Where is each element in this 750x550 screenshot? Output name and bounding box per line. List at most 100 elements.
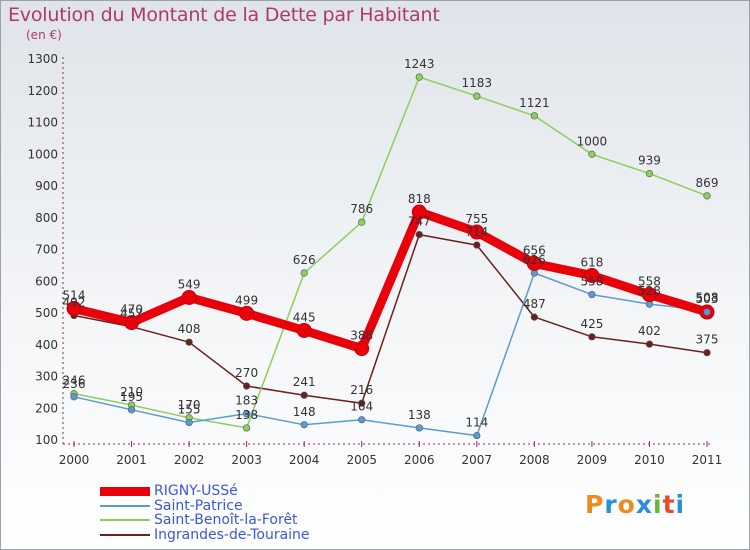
- y-tick-label: 100: [35, 433, 58, 447]
- data-label: 1121: [519, 96, 550, 110]
- brand-logo: Proxiti: [585, 490, 685, 519]
- data-label: 408: [178, 322, 201, 336]
- data-label: 170: [178, 398, 201, 412]
- data-label: 457: [120, 307, 143, 321]
- data-label: 445: [293, 310, 316, 324]
- legend-swatch: [100, 504, 150, 507]
- data-label: 216: [350, 383, 373, 397]
- data-label: 558: [638, 275, 661, 289]
- brand-letter: i: [675, 490, 686, 519]
- x-tick-label: 2003: [231, 453, 262, 467]
- y-tick-label: 1100: [27, 116, 58, 130]
- series-line-1: [73, 272, 708, 437]
- data-point: [185, 338, 193, 346]
- data-point: [473, 92, 481, 100]
- data-point: [358, 416, 366, 424]
- chart-subtitle: (en €): [26, 28, 62, 42]
- x-tick-label: 2006: [404, 453, 435, 467]
- data-point: [703, 349, 711, 357]
- data-label: 1183: [462, 76, 493, 90]
- y-tick-label: 700: [35, 243, 58, 257]
- data-label: 503: [696, 292, 719, 306]
- data-point: [66, 301, 82, 317]
- brand-letter: i: [653, 490, 663, 519]
- data-point: [645, 340, 654, 348]
- data-label: 1243: [404, 57, 435, 71]
- data-label: 270: [235, 366, 258, 380]
- data-point: [127, 406, 136, 414]
- data-point: [473, 431, 481, 440]
- series-line-3: [73, 233, 708, 404]
- data-label: 1000: [577, 134, 608, 148]
- x-tick-label: 2011: [692, 453, 723, 467]
- data-label: 164: [350, 400, 373, 414]
- data-point: [473, 241, 481, 249]
- data-point: [415, 230, 423, 239]
- y-tick-label: 500: [35, 306, 58, 320]
- data-label: 549: [178, 277, 201, 291]
- data-point: [296, 322, 312, 338]
- legend-swatch: [100, 486, 150, 496]
- x-tick-label: 2005: [346, 453, 377, 467]
- data-point: [530, 112, 538, 120]
- data-point: [239, 305, 255, 321]
- x-tick-label: 2007: [462, 453, 493, 467]
- data-label: 755: [465, 212, 488, 226]
- data-point: [70, 393, 78, 401]
- data-label: 499: [235, 293, 258, 307]
- x-tick-label: 2002: [174, 453, 205, 467]
- brand-letter: r: [604, 490, 618, 519]
- y-tick-label: 900: [35, 179, 58, 193]
- data-label: 402: [638, 324, 661, 338]
- data-point: [469, 224, 485, 240]
- data-point: [415, 73, 423, 81]
- y-tick-label: 300: [35, 370, 58, 384]
- data-point: [124, 315, 140, 331]
- y-tick-label: 600: [35, 274, 58, 288]
- y-tick-label: 1300: [27, 52, 58, 66]
- legend-label: Saint-Benoît-la-Forêt: [154, 512, 298, 528]
- data-label: 210: [120, 385, 143, 399]
- data-point: [415, 424, 423, 432]
- x-tick-label: 2009: [577, 453, 608, 467]
- x-tick-label: 2010: [634, 453, 665, 467]
- brand-letter: t: [662, 490, 676, 519]
- data-label: 114: [465, 416, 488, 430]
- data-label: 786: [350, 202, 373, 216]
- data-label: 747: [408, 215, 431, 229]
- y-tick-label: 200: [35, 401, 58, 415]
- data-label: 626: [293, 253, 316, 267]
- legend-label: Ingrandes-de-Touraine: [154, 526, 310, 543]
- data-label: 714: [465, 225, 488, 239]
- brand-letter: o: [617, 490, 636, 519]
- series-line-2: [73, 76, 708, 429]
- chart-title: Evolution du Montant de la Dette par Hab…: [8, 4, 440, 26]
- y-tick-label: 1000: [27, 147, 58, 161]
- brand-letter: P: [585, 490, 605, 519]
- data-label: 375: [696, 333, 719, 347]
- data-label: 138: [408, 408, 431, 422]
- data-point: [584, 268, 600, 284]
- data-point: [588, 150, 596, 158]
- data-label: 818: [408, 192, 431, 206]
- x-tick-label: 2001: [116, 453, 147, 467]
- data-point: [243, 382, 251, 390]
- data-label: 558: [580, 275, 603, 289]
- data-point: [588, 333, 596, 341]
- data-point: [530, 313, 538, 321]
- legend-swatch: [100, 519, 150, 521]
- data-point: [588, 290, 596, 299]
- data-point: [645, 170, 654, 178]
- brand-letter: x: [635, 490, 653, 519]
- data-label: 626: [523, 253, 546, 267]
- data-label: 195: [120, 390, 143, 404]
- data-label: 183: [235, 394, 258, 408]
- data-point: [641, 287, 657, 303]
- data-point: [703, 192, 711, 200]
- data-label: 656: [523, 243, 546, 257]
- data-point: [300, 391, 308, 399]
- legend-label: Saint-Patrice: [154, 497, 243, 514]
- data-label: 869: [696, 176, 719, 190]
- data-label: 492: [63, 296, 86, 310]
